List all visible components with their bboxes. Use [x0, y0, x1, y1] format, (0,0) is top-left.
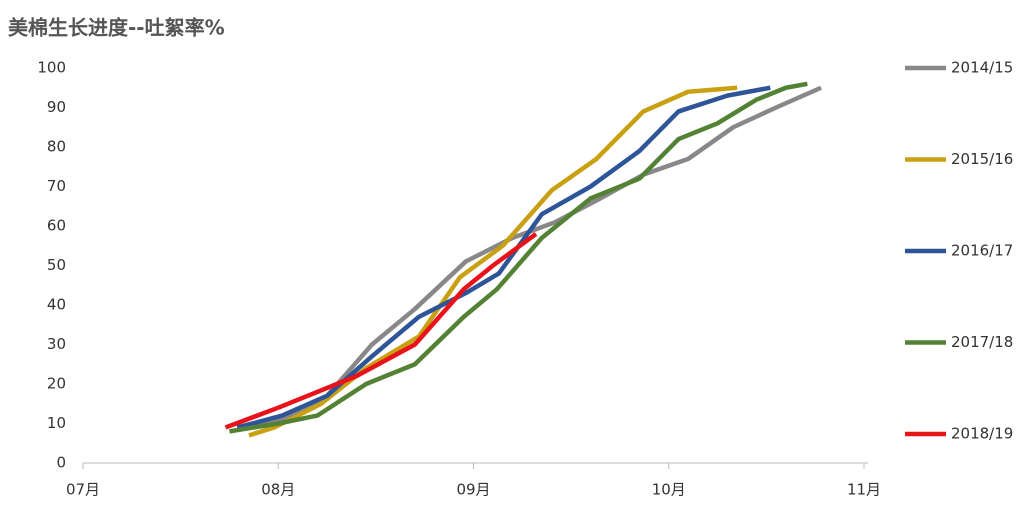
- line-series: [224, 232, 538, 430]
- chart-title: 美棉生长进度--吐絮率%: [8, 16, 225, 40]
- y-tick-label: 70: [47, 177, 66, 195]
- x-tick-label: 07月: [66, 481, 100, 499]
- y-tick-label: 10: [47, 414, 66, 432]
- x-tick-label: 10月: [652, 481, 686, 499]
- y-tick-label: 30: [47, 335, 66, 353]
- line-series: [236, 85, 771, 430]
- legend-label: 2016/17: [951, 242, 1013, 260]
- legend-label: 2017/18: [951, 333, 1013, 351]
- y-tick-label: 80: [47, 138, 66, 156]
- y-tick-label: 100: [37, 59, 66, 77]
- line-series: [229, 81, 808, 434]
- line-series: [236, 85, 822, 430]
- y-tick-label: 60: [47, 217, 66, 235]
- y-tick-label: 0: [56, 454, 66, 472]
- line-series: [248, 85, 738, 438]
- y-tick-label: 90: [47, 98, 66, 116]
- y-tick-label: 40: [47, 296, 66, 314]
- y-tick-label: 50: [47, 256, 66, 274]
- x-tick-label: 09月: [456, 481, 490, 499]
- legend-label: 2014/15: [951, 59, 1013, 77]
- x-tick-label: 11月: [847, 481, 881, 499]
- legend-label: 2018/19: [951, 425, 1013, 443]
- x-tick-label: 08月: [261, 481, 295, 499]
- y-tick-label: 20: [47, 375, 66, 393]
- legend-label: 2015/16: [951, 150, 1013, 168]
